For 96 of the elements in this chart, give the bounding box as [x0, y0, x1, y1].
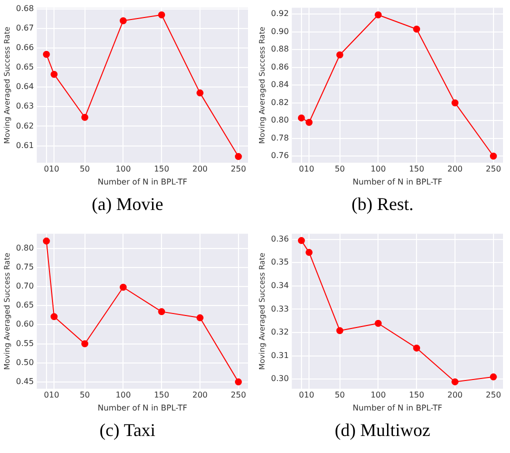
- y-tick-label: 0.60: [16, 320, 34, 329]
- point: [412, 26, 420, 33]
- y-tick-label: 0.67: [16, 23, 34, 32]
- point: [412, 344, 420, 352]
- y-tick-label: 0.84: [270, 80, 288, 90]
- point: [119, 284, 126, 291]
- text: (b) Rest.: [352, 194, 414, 215]
- point: [80, 340, 88, 348]
- text: (d) Multiwoz: [334, 420, 430, 441]
- point: [42, 50, 50, 58]
- x-tick-label: 10: [48, 164, 59, 174]
- point: [451, 378, 458, 386]
- y-tick-label: 0.88: [270, 44, 288, 54]
- y-tick-label: 0.32: [270, 328, 288, 337]
- y-tick-label: 0.92: [270, 9, 288, 18]
- x-axis-title: Number of N in BPL-TF: [352, 403, 442, 412]
- y-tick-label: 0.33: [270, 304, 288, 314]
- x-tick-label: 0: [298, 164, 304, 174]
- x-tick-label: 50: [334, 164, 344, 174]
- x-tick-label: 200: [446, 164, 462, 174]
- x-tick-label: 200: [192, 164, 208, 174]
- y-tick-label: 0.66: [16, 43, 34, 52]
- y-tick-label: 0.31: [270, 350, 288, 360]
- x-tick-label: 50: [79, 390, 90, 400]
- y-tick-label: 0.55: [16, 338, 34, 348]
- y-tick-label: 0.30: [270, 374, 288, 384]
- y-tick-label: 0.78: [270, 133, 288, 142]
- y-tick-label: 0.65: [16, 62, 34, 72]
- x-tick-label: 200: [446, 390, 462, 400]
- x-tick-label: 200: [192, 390, 208, 400]
- x-tick-label: 100: [370, 390, 386, 400]
- y-tick-label: 0.75: [16, 262, 34, 272]
- x-axis-title: Number of N in BPL-TF: [97, 177, 188, 186]
- y-tick-label: 0.68: [16, 4, 34, 13]
- point: [305, 248, 312, 256]
- x-tick-label: 150: [153, 390, 169, 400]
- x-tick-label: 150: [408, 164, 424, 174]
- x-tick-label: 0: [43, 164, 48, 174]
- x-axis-title: Number of N in BPL-TF: [97, 403, 188, 412]
- point: [42, 238, 50, 245]
- point: [297, 114, 304, 122]
- y-tick-label: 0.82: [270, 98, 288, 107]
- point: [297, 237, 304, 244]
- y-tick-label: 0.35: [270, 258, 288, 267]
- y-tick-label: 0.45: [16, 377, 34, 386]
- x-tick-label: 150: [408, 390, 424, 400]
- x-axis-title: Number of N in BPL-TF: [352, 177, 442, 186]
- y-tick-label: 0.50: [16, 358, 34, 367]
- x-tick-label: 100: [370, 164, 386, 174]
- point: [234, 378, 242, 386]
- point: [374, 11, 382, 18]
- x-tick-label: 50: [334, 390, 344, 400]
- point: [234, 153, 242, 160]
- x-tick-label: 100: [115, 164, 130, 174]
- point: [489, 373, 496, 380]
- x-tick-label: 250: [230, 164, 246, 174]
- y-tick-label: 0.36: [270, 234, 288, 244]
- x-tick-label: 250: [485, 390, 501, 400]
- x-tick-label: 10: [304, 164, 314, 174]
- point: [50, 70, 58, 78]
- x-tick-label: 0: [298, 390, 304, 400]
- point: [119, 17, 126, 24]
- y-tick-label: 0.62: [16, 121, 34, 130]
- x-tick-label: 50: [79, 164, 90, 174]
- y-tick-label: 0.70: [16, 282, 34, 291]
- point: [336, 51, 343, 58]
- text: (a) Movie: [92, 194, 164, 215]
- y-tick-label: 0.86: [270, 62, 288, 72]
- point: [196, 89, 204, 96]
- y-tick-label: 0.34: [270, 281, 288, 290]
- y-tick-label: 0.61: [16, 140, 34, 150]
- x-tick-label: 100: [115, 390, 130, 400]
- x-tick-label: 150: [153, 164, 169, 174]
- point: [336, 327, 343, 334]
- point: [196, 314, 204, 322]
- text: (c) Taxi: [100, 420, 156, 441]
- y-tick-label: 0.80: [16, 243, 34, 252]
- y-tick-label: 0.63: [16, 102, 34, 111]
- point: [305, 118, 312, 126]
- y-tick-label: 0.76: [270, 151, 288, 160]
- x-tick-label: 250: [485, 164, 501, 174]
- point: [50, 313, 58, 320]
- point: [489, 152, 496, 160]
- point: [80, 114, 88, 121]
- point: [374, 320, 382, 327]
- x-tick-label: 10: [48, 390, 59, 400]
- y-tick-label: 0.80: [270, 116, 288, 125]
- point: [451, 99, 458, 106]
- x-tick-label: 250: [230, 390, 246, 400]
- x-tick-label: 0: [43, 390, 48, 400]
- point: [158, 308, 165, 316]
- point: [158, 11, 165, 18]
- y-tick-label: 0.64: [16, 82, 34, 92]
- x-tick-label: 10: [304, 390, 314, 400]
- y-tick-label: 0.90: [270, 26, 288, 36]
- y-tick-label: 0.65: [16, 300, 34, 310]
